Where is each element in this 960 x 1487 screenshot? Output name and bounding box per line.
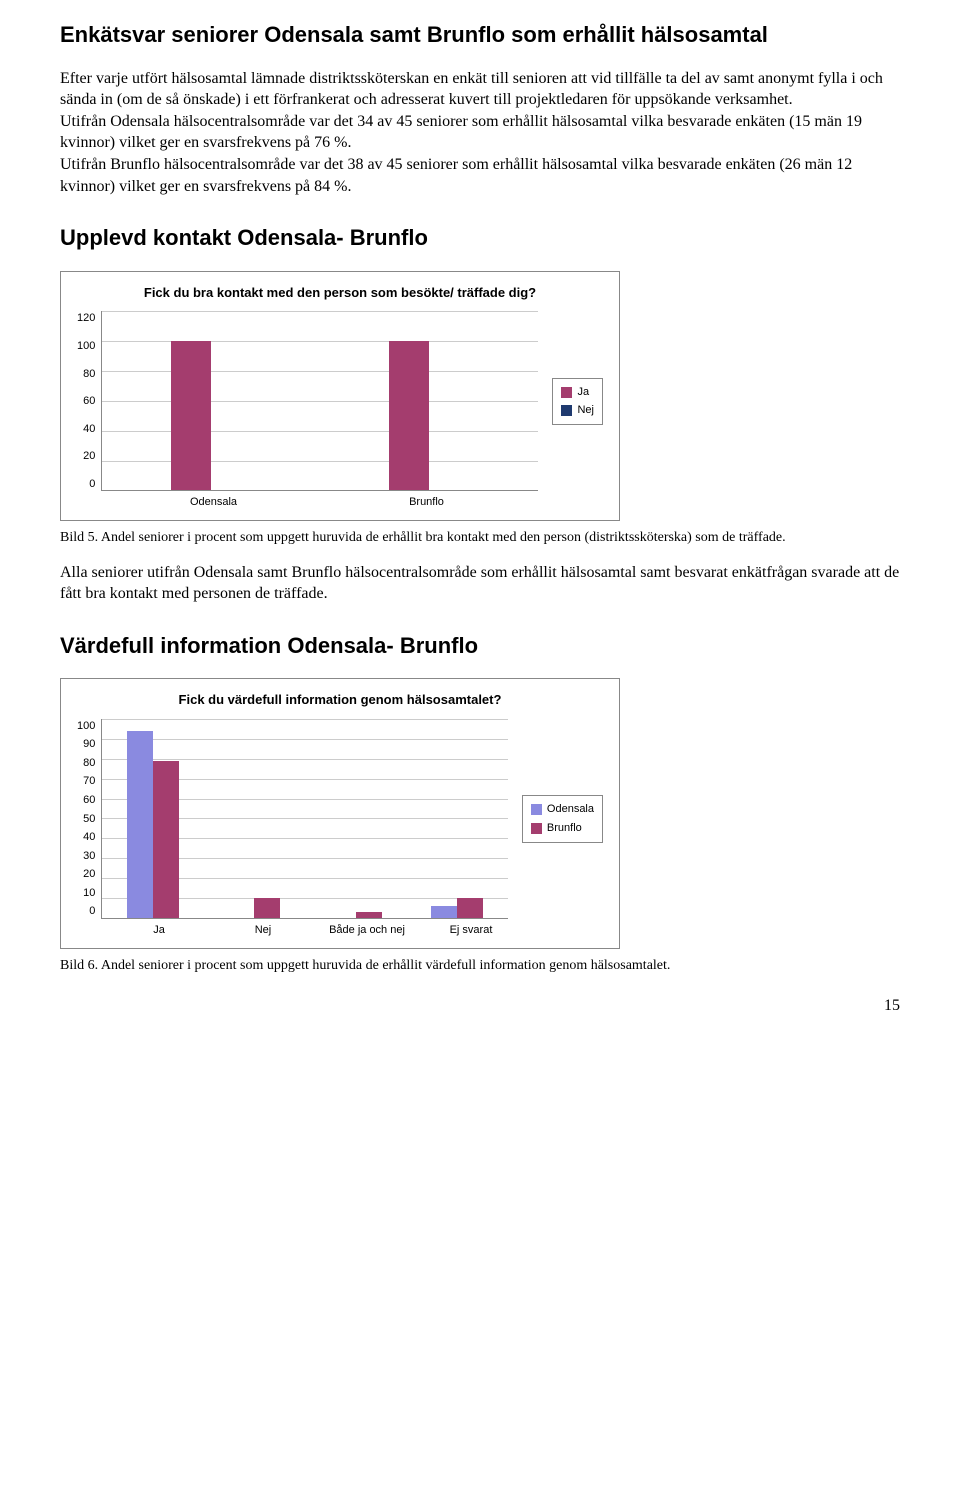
- chart-2-y-axis: 1009080706050403020100: [77, 719, 101, 919]
- y-tick-label: 60: [83, 394, 95, 409]
- legend-item: Odensala: [531, 802, 594, 817]
- bar: [431, 906, 457, 918]
- x-tick-label: Ej svarat: [419, 919, 523, 938]
- bar: [127, 731, 153, 918]
- legend-label: Brunflo: [547, 821, 582, 836]
- intro-paragraph: Efter varje utfört hälsosamtal lämnade d…: [60, 68, 900, 198]
- y-tick-label: 40: [83, 830, 95, 845]
- chart-2-legend: Odensala Brunflo: [522, 795, 603, 843]
- legend-swatch: [561, 405, 572, 416]
- bar: [457, 898, 483, 918]
- legend-item: Ja: [561, 385, 594, 400]
- chart-1-title: Fick du bra kontakt med den person som b…: [77, 284, 603, 302]
- bar-group: [320, 311, 538, 490]
- bar-group: [204, 719, 305, 918]
- legend-item: Nej: [561, 403, 594, 418]
- legend-item: Brunflo: [531, 821, 594, 836]
- bar: [356, 912, 382, 918]
- chart-2-plot: [101, 719, 508, 919]
- result-paragraph-1: Alla seniorer utifrån Odensala samt Brun…: [60, 562, 900, 605]
- y-tick-label: 120: [77, 311, 95, 326]
- y-tick-label: 30: [83, 849, 95, 864]
- x-tick-label: Både ja och nej: [315, 919, 419, 938]
- legend-label: Ja: [577, 385, 589, 400]
- y-tick-label: 100: [77, 719, 95, 734]
- y-tick-label: 80: [83, 756, 95, 771]
- x-tick-label: Odensala: [107, 491, 320, 510]
- bar: [254, 898, 280, 918]
- legend-swatch: [561, 387, 572, 398]
- y-tick-label: 100: [77, 339, 95, 354]
- chart-2-title: Fick du värdefull information genom häls…: [77, 691, 603, 709]
- bar: [153, 761, 179, 918]
- x-tick-label: Ja: [107, 919, 211, 938]
- y-tick-label: 10: [83, 886, 95, 901]
- x-tick-label: Brunflo: [320, 491, 533, 510]
- y-tick-label: 0: [89, 904, 95, 919]
- chart-1-y-axis: 120 100 80 60 40 20 0: [77, 311, 101, 491]
- y-tick-label: 50: [83, 812, 95, 827]
- page-number: 15: [60, 995, 900, 1017]
- y-tick-label: 0: [89, 477, 95, 492]
- chart-1-caption: Bild 5. Andel seniorer i procent som upp…: [60, 529, 900, 547]
- legend-swatch: [531, 823, 542, 834]
- bar-group: [102, 311, 320, 490]
- y-tick-label: 70: [83, 774, 95, 789]
- chart-1-plot: [101, 311, 538, 491]
- x-tick-label: Nej: [211, 919, 315, 938]
- legend-swatch: [531, 804, 542, 815]
- chart-2-caption: Bild 6. Andel seniorer i procent som upp…: [60, 957, 900, 975]
- chart-2-container: Fick du värdefull information genom häls…: [60, 678, 620, 948]
- y-tick-label: 90: [83, 737, 95, 752]
- y-tick-label: 20: [83, 449, 95, 464]
- section-title-1: Enkätsvar seniorer Odensala samt Brunflo…: [60, 20, 900, 50]
- section-title-3: Värdefull information Odensala- Brunflo: [60, 631, 900, 661]
- y-tick-label: 80: [83, 367, 95, 382]
- bar: [171, 341, 211, 490]
- y-tick-label: 20: [83, 867, 95, 882]
- bar-group: [102, 719, 203, 918]
- y-tick-label: 40: [83, 422, 95, 437]
- y-tick-label: 60: [83, 793, 95, 808]
- bar: [389, 341, 429, 490]
- bar-group: [407, 719, 508, 918]
- section-title-2: Upplevd kontakt Odensala- Brunflo: [60, 223, 900, 253]
- chart-1-container: Fick du bra kontakt med den person som b…: [60, 271, 620, 521]
- bar-group: [305, 719, 406, 918]
- legend-label: Nej: [577, 403, 594, 418]
- legend-label: Odensala: [547, 802, 594, 817]
- chart-1-legend: Ja Nej: [552, 378, 603, 426]
